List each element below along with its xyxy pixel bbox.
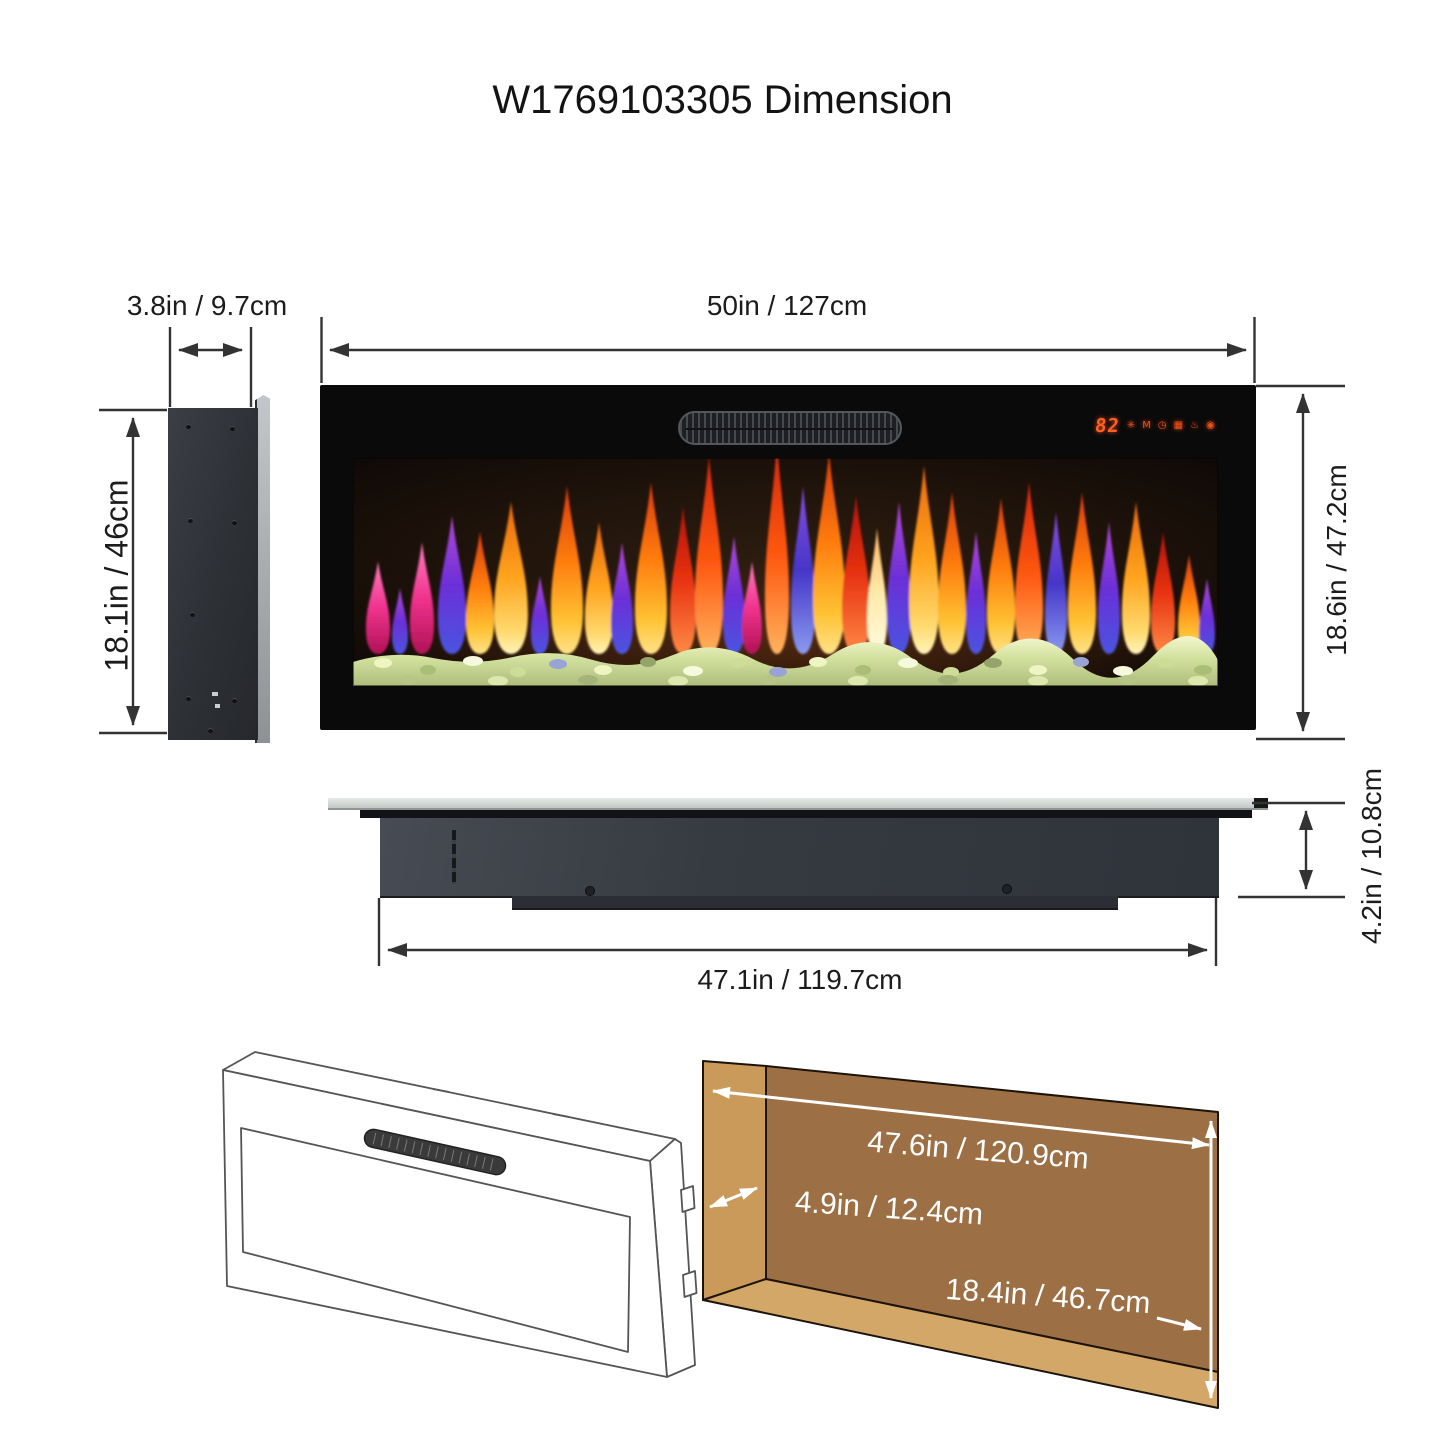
sketch-vent	[363, 1128, 507, 1176]
control-display: 82 ✳ M ◷ ▦ ♨ ◉	[1093, 413, 1245, 439]
screw-dot	[1002, 884, 1012, 894]
cavity-depth-arrow	[709, 1186, 758, 1209]
bottom-view-glass	[328, 798, 1268, 810]
heater-vent-grille	[678, 411, 902, 445]
timer-icon: ◷	[1157, 420, 1167, 431]
label-mark	[212, 692, 218, 696]
flame-screen	[353, 458, 1218, 686]
sketch-screen	[240, 1127, 631, 1353]
side-height-label: 18.1in / 46cm	[98, 479, 135, 672]
sketch-tab	[682, 1270, 698, 1298]
sketch-seam	[432, 1088, 570, 1118]
screw-dot	[186, 696, 191, 701]
side-width-label: 3.8in / 9.7cm	[126, 290, 288, 321]
screw-dot	[230, 426, 235, 431]
screw-dot	[186, 424, 191, 429]
screw-dot	[232, 698, 237, 703]
crystal-bed	[353, 635, 1218, 686]
mode-icon: M	[1142, 420, 1151, 431]
screw-dot	[232, 520, 237, 525]
bottom-view-bracket	[512, 896, 1118, 910]
front-view-fireplace: 82 ✳ M ◷ ▦ ♨ ◉	[320, 385, 1256, 730]
cavity-width-arrow	[712, 1086, 1210, 1150]
flame-color-icon: ▦	[1173, 420, 1184, 431]
screw-dot	[190, 612, 195, 617]
cavity-height-leader	[1156, 1316, 1202, 1331]
screw-dot	[188, 518, 193, 523]
bottom-view-vent-strip	[360, 810, 1252, 818]
screw-dot	[585, 886, 595, 896]
sketch-tab	[680, 1185, 696, 1213]
temperature-readout: 82	[1093, 415, 1122, 437]
glass-end-cap	[1254, 798, 1268, 808]
power-icon: ◉	[1206, 420, 1215, 431]
page-title: W1769103305 Dimension	[492, 78, 953, 122]
screw-dot	[208, 728, 213, 733]
label-mark	[215, 704, 220, 708]
flame-icon: ♨	[1190, 420, 1200, 431]
front-height-label: 18.6in / 47.2cm	[1321, 464, 1352, 656]
sketch-front-face	[222, 1069, 668, 1378]
front-width-label: 50in / 127cm	[706, 290, 868, 321]
vent-divider	[686, 428, 894, 430]
cavity-floor	[702, 1278, 1219, 1409]
side-view-photo	[168, 408, 258, 740]
bottom-height-label: 4.2in / 10.8cm	[1356, 768, 1387, 944]
bottom-view-chassis	[380, 818, 1219, 898]
chassis-slot	[452, 830, 456, 884]
isometric-line-drawing	[222, 1051, 698, 1378]
brightness-icon: ✳	[1126, 420, 1136, 431]
wall-cavity-diagram	[702, 1060, 1219, 1409]
bottom-width-label: 47.1in / 119.7cm	[697, 964, 903, 995]
